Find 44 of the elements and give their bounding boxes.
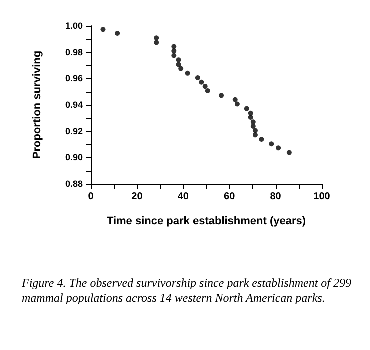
point [252, 128, 258, 134]
y-tick-label: 0.92 [65, 126, 83, 136]
point [115, 31, 120, 36]
point [250, 120, 256, 125]
y-tick-label: 0.88 [65, 179, 83, 189]
point [248, 115, 254, 120]
point [172, 44, 177, 50]
point [185, 70, 190, 76]
point [276, 146, 282, 151]
point [250, 124, 256, 129]
x-axis-title: Time since park establishment (years) [106, 216, 306, 228]
caption: Figure 4. The observed survivorship since park establishment of 299 mammal populations across 14 western North American parks. [21, 276, 353, 306]
point [100, 27, 106, 32]
x-tick-label: 60 [224, 192, 236, 202]
point [172, 53, 177, 58]
y-axis-title: Proportion surviving [32, 50, 44, 160]
point [199, 80, 204, 85]
point [172, 48, 177, 54]
x-tick-label: 0 [88, 192, 94, 202]
y-tick-label: 0.90 [65, 152, 83, 163]
point [234, 102, 240, 107]
point [202, 84, 208, 90]
point [244, 106, 250, 112]
point [259, 137, 264, 142]
point [205, 88, 210, 94]
point [176, 62, 182, 68]
x-tick-label: 40 [178, 192, 190, 202]
point [176, 58, 182, 63]
point [219, 93, 224, 98]
point [269, 142, 274, 147]
point [252, 132, 258, 138]
x-tick-label: 80 [270, 192, 282, 202]
y-tick-label: 1.00 [65, 21, 83, 31]
y-tick-label: 0.94 [65, 100, 83, 110]
point [195, 76, 200, 81]
y-tick-label: 0.98 [65, 47, 83, 58]
point [154, 36, 160, 41]
point [232, 97, 238, 102]
y-tick-label: 0.96 [65, 74, 83, 84]
x-tick-label: 100 [314, 192, 331, 202]
point [178, 66, 184, 72]
point [154, 40, 160, 46]
point [286, 150, 292, 156]
x-tick-label: 20 [132, 192, 144, 202]
